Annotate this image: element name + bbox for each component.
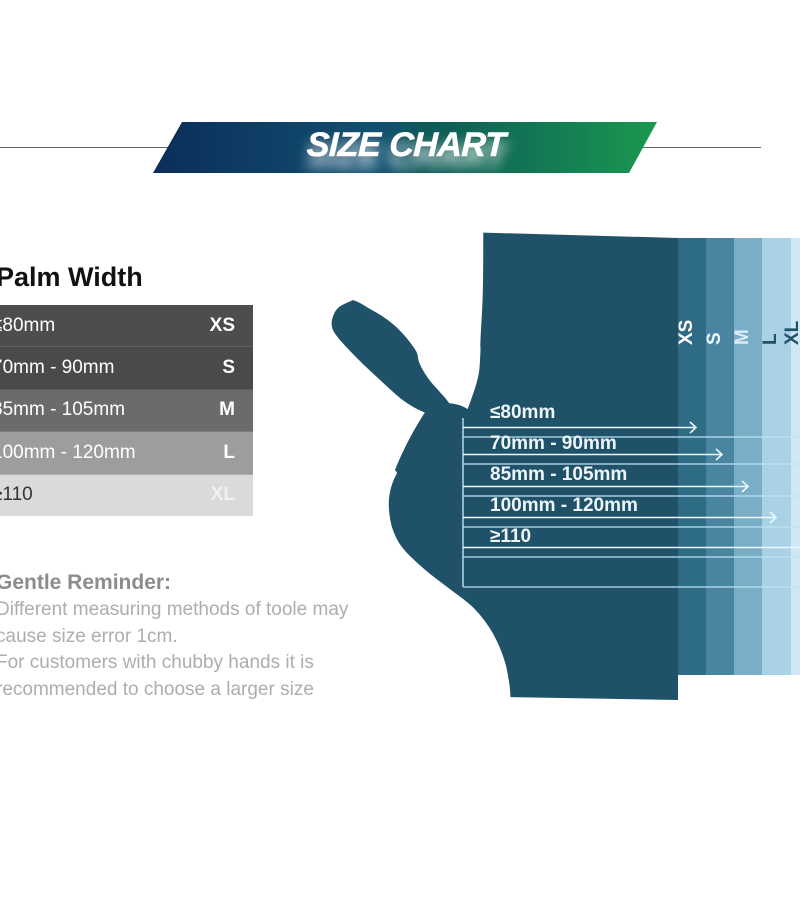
svg-text:≥110: ≥110: [490, 526, 531, 547]
svg-text:XS: XS: [676, 320, 697, 345]
svg-text:XL: XL: [782, 320, 800, 345]
svg-text:85mm - 105mm: 85mm - 105mm: [490, 464, 627, 485]
svg-text:M: M: [732, 329, 753, 345]
svg-text:70mm - 90mm: 70mm - 90mm: [490, 433, 617, 454]
svg-text:L: L: [760, 333, 781, 345]
svg-text:100mm - 120mm: 100mm - 120mm: [490, 495, 638, 516]
svg-text:≤80mm: ≤80mm: [490, 402, 555, 423]
svg-text:S: S: [704, 332, 725, 345]
